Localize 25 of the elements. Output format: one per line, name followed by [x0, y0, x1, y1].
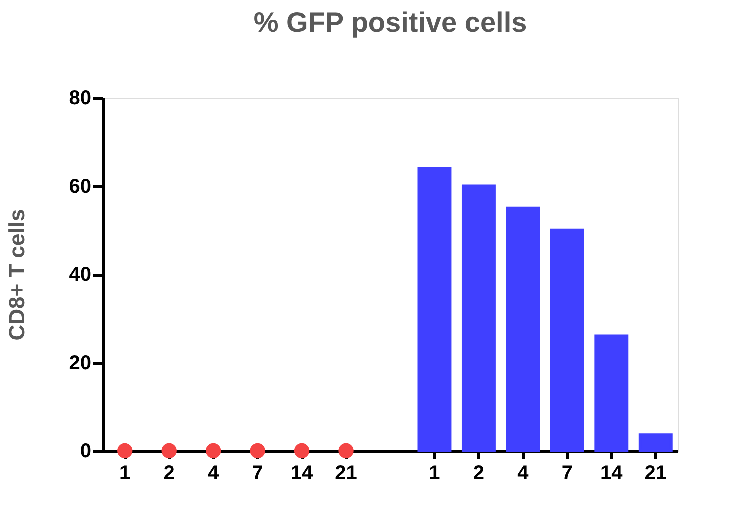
- bar: [638, 434, 673, 452]
- y-tick-label: 80: [69, 88, 92, 110]
- x-tick-label: 7: [562, 462, 573, 484]
- bar: [550, 228, 584, 452]
- x-tick-label: 21: [335, 462, 358, 484]
- x-tick-label: 4: [208, 462, 220, 484]
- x-tick-label: 2: [164, 462, 175, 484]
- x-tick-label: 14: [290, 462, 314, 484]
- y-tick-label: 20: [69, 352, 92, 374]
- bar: [506, 206, 540, 452]
- x-tick-label: 4: [518, 462, 530, 484]
- x-tick-label: 1: [429, 462, 440, 484]
- y-tick-label: 60: [69, 176, 92, 198]
- x-tick-label: 21: [644, 462, 668, 484]
- bar: [462, 184, 496, 452]
- y-tick-label: 40: [69, 264, 92, 286]
- x-tick-label: 14: [600, 462, 624, 484]
- x-tick-label: 1: [120, 462, 131, 484]
- x-tick-label: 2: [473, 462, 485, 484]
- bar: [594, 334, 629, 452]
- bar: [418, 167, 452, 452]
- x-tick-label: 7: [252, 462, 264, 484]
- chart-title: % GFP positive cells: [254, 7, 528, 38]
- y-tick-label: 0: [80, 440, 92, 462]
- y-axis-title: CD8+ T cells: [4, 209, 30, 341]
